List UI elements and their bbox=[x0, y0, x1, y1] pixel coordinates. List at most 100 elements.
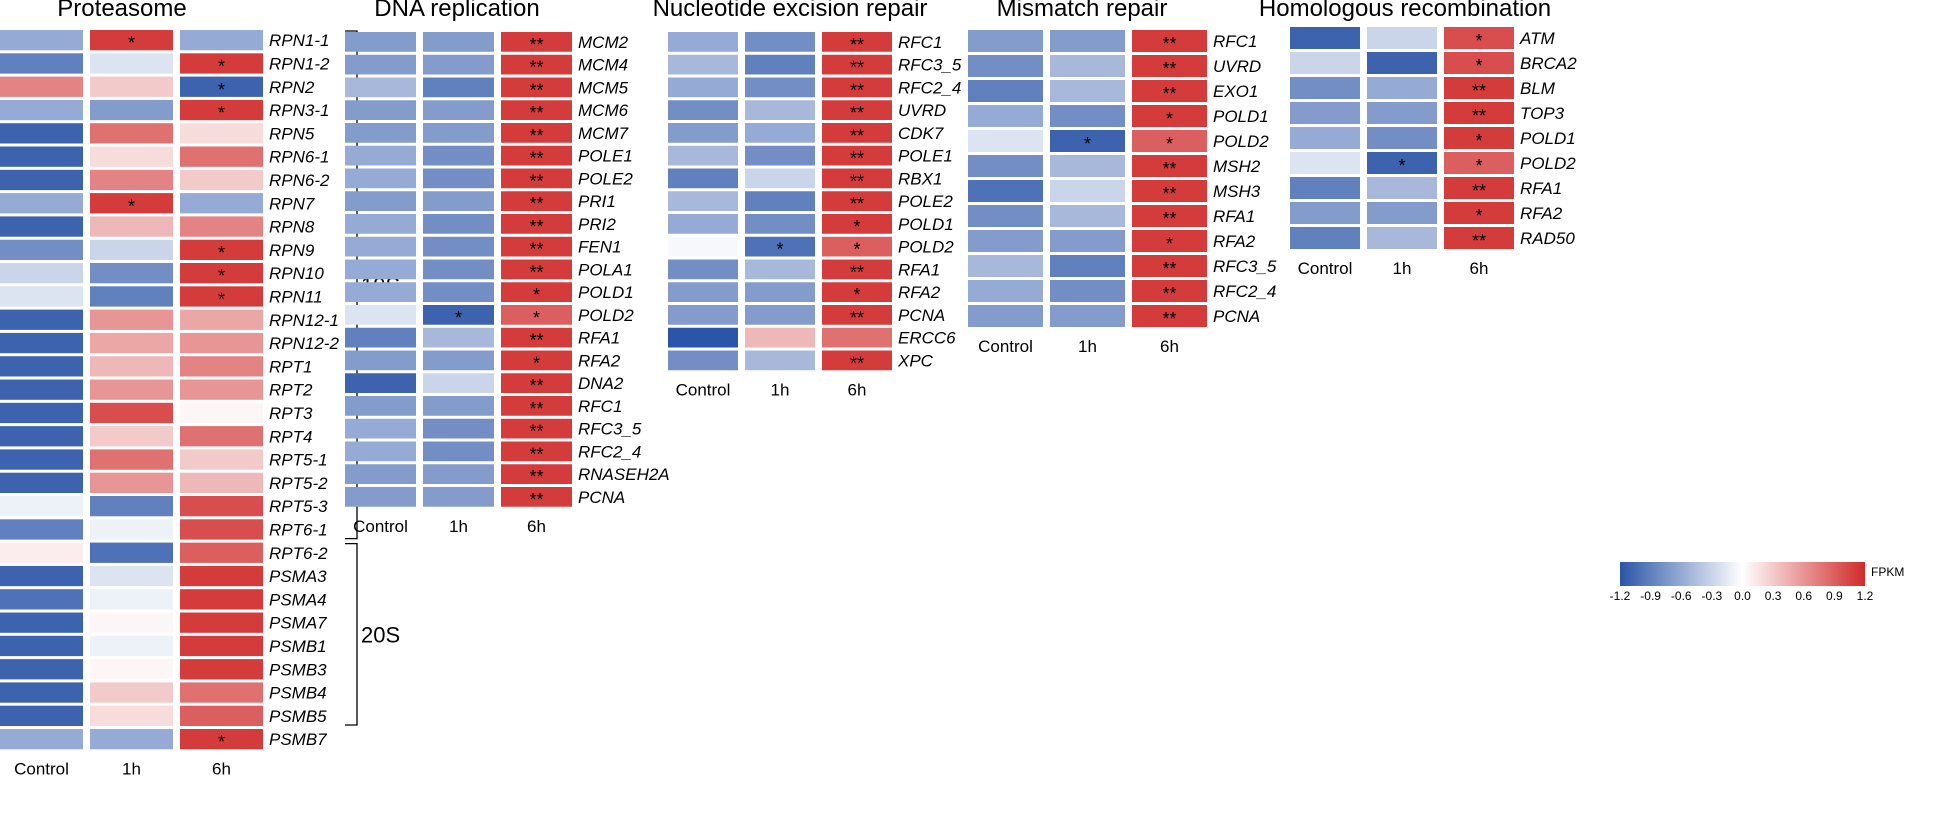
heatmap-cell bbox=[0, 496, 83, 517]
heatmap-cell bbox=[1050, 180, 1125, 202]
heatmap-cell bbox=[90, 286, 173, 307]
heatmap-row: ** DNA2 bbox=[345, 373, 624, 396]
heatmap-cell bbox=[822, 77, 892, 98]
heatmap-cell bbox=[1132, 180, 1207, 202]
heatmap-cell bbox=[345, 441, 416, 462]
gene-label: RPT2 bbox=[269, 381, 313, 400]
significance-mark: ** bbox=[529, 331, 543, 351]
significance-mark: ** bbox=[850, 80, 864, 100]
significance-mark: ** bbox=[1162, 34, 1176, 54]
heatmap-cell bbox=[1367, 102, 1437, 124]
gene-label: RPT5-1 bbox=[269, 451, 328, 470]
heatmap-cell bbox=[180, 123, 263, 144]
heatmap-cell bbox=[180, 542, 263, 563]
heatmap-cell bbox=[1444, 152, 1514, 174]
significance-mark: ** bbox=[1162, 84, 1176, 104]
heatmap-cell bbox=[822, 32, 892, 52]
heatmap-cell bbox=[968, 55, 1043, 77]
heatmap-row: ** CDK7 bbox=[668, 123, 944, 146]
heatmap-cell bbox=[1050, 305, 1125, 327]
column-label: 1h bbox=[449, 517, 468, 536]
gene-label: RPN11 bbox=[269, 287, 323, 306]
heatmap-cell bbox=[822, 282, 892, 302]
heatmap-row: * POLD1 bbox=[668, 214, 954, 237]
heatmap-cell bbox=[423, 487, 494, 507]
heatmap-cell bbox=[1290, 227, 1360, 249]
heatmap-cell bbox=[822, 123, 892, 143]
heatmap-cell bbox=[423, 418, 494, 439]
heatmap-row: * RPN10 bbox=[0, 263, 324, 286]
heatmap-cell bbox=[1444, 127, 1514, 149]
heatmap-cell bbox=[90, 30, 173, 51]
gene-label: RPT4 bbox=[269, 427, 312, 446]
heatmap-row: ** RFC2_4 bbox=[668, 77, 961, 100]
heatmap-cell bbox=[1132, 130, 1207, 152]
significance-mark: ** bbox=[850, 308, 864, 328]
heatmap-row: RPN12-2 bbox=[0, 332, 339, 354]
heatmap-row: RPN12-1 bbox=[0, 309, 339, 330]
heatmap-row: RPT5-1 bbox=[0, 449, 328, 470]
heatmap-cell bbox=[501, 214, 572, 234]
significance-mark: ** bbox=[850, 194, 864, 214]
heatmap-cell bbox=[0, 612, 83, 633]
gene-label: FEN1 bbox=[578, 238, 621, 257]
heatmap-panels: Proteasome * RPN1-1 * RPN1-2 * RPN2 * RPN3-1 RPN5… bbox=[0, 0, 1577, 778]
heatmap-cell bbox=[90, 729, 173, 750]
heatmap-cell bbox=[822, 100, 892, 120]
heatmap-row: * RFA2 bbox=[968, 230, 1256, 254]
gene-label: POLD1 bbox=[578, 283, 634, 302]
heatmap-cell bbox=[423, 464, 494, 484]
heatmap-cell bbox=[1444, 177, 1514, 199]
significance-mark: * bbox=[1166, 234, 1173, 254]
significance-mark: * bbox=[218, 732, 225, 752]
heatmap-cell bbox=[822, 168, 892, 189]
column-label: 1h bbox=[1393, 259, 1412, 278]
heatmap-cell bbox=[90, 612, 173, 633]
heatmap-cell bbox=[501, 464, 572, 484]
heatmap-cell bbox=[423, 32, 494, 52]
heatmap-row: * * POLD2 bbox=[345, 305, 634, 328]
column-label: 6h bbox=[212, 759, 231, 778]
group-bracket: 20S bbox=[345, 542, 400, 726]
gene-label: POLE2 bbox=[898, 192, 953, 211]
gene-label: RFC1 bbox=[578, 397, 622, 416]
heatmap-row: * ATM bbox=[1290, 27, 1555, 51]
heatmap-cell bbox=[668, 168, 738, 189]
heatmap-cell bbox=[1367, 127, 1437, 149]
gene-label: MCM7 bbox=[578, 124, 629, 143]
significance-mark: * bbox=[218, 266, 225, 286]
significance-mark: * bbox=[218, 80, 225, 100]
significance-mark: ** bbox=[529, 467, 543, 487]
heatmap-cell bbox=[1050, 55, 1125, 77]
significance-mark: ** bbox=[1162, 59, 1176, 79]
heatmap-row: ** PCNA bbox=[345, 487, 625, 510]
panel-title: Nucleotide excision repair bbox=[653, 0, 928, 22]
heatmap-cell bbox=[1367, 227, 1437, 249]
heatmap-row: RPN6-1 bbox=[0, 146, 329, 167]
heatmap-row: ** BLM bbox=[1290, 77, 1556, 101]
heatmap-cell bbox=[745, 259, 815, 280]
heatmap-cell bbox=[1132, 255, 1207, 277]
gene-label: MCM5 bbox=[578, 78, 629, 97]
significance-mark: ** bbox=[850, 103, 864, 123]
heatmap-row: ** MCM7 bbox=[345, 123, 629, 146]
significance-mark: ** bbox=[529, 490, 543, 510]
heatmap-cell bbox=[1444, 102, 1514, 124]
heatmap-cell bbox=[423, 77, 494, 98]
heatmap-cell bbox=[0, 705, 83, 726]
significance-mark: ** bbox=[529, 58, 543, 78]
heatmap-cell bbox=[1290, 127, 1360, 149]
significance-mark: ** bbox=[850, 149, 864, 169]
gene-label: POLD1 bbox=[898, 215, 954, 234]
heatmap-cell bbox=[1367, 77, 1437, 99]
significance-mark: ** bbox=[1162, 184, 1176, 204]
heatmap-cell bbox=[1367, 177, 1437, 199]
heatmap-cell bbox=[90, 53, 173, 74]
heatmap-cell bbox=[1132, 30, 1207, 52]
heatmap-cell bbox=[345, 373, 416, 393]
heatmap-cell bbox=[180, 635, 263, 657]
heatmap-cell bbox=[1132, 105, 1207, 127]
heatmap-cell bbox=[501, 259, 572, 280]
heatmap-cell bbox=[423, 54, 494, 75]
heatmap-cell bbox=[345, 350, 416, 371]
